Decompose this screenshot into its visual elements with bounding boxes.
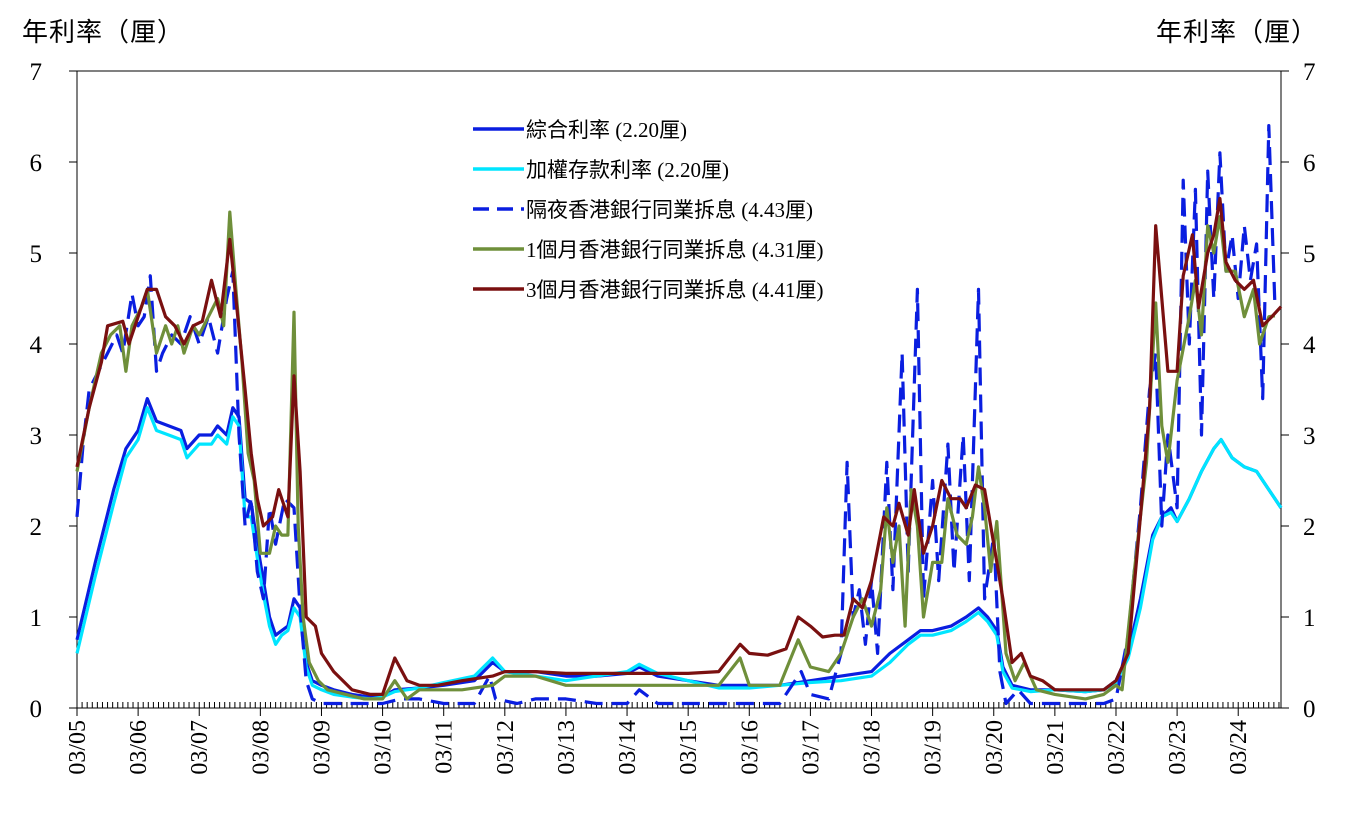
series-line-4: [75, 196, 1283, 696]
x-tick-label: 03/15: [676, 720, 702, 775]
x-tick-label: 03/06: [126, 720, 152, 775]
x-tick-label: 03/09: [309, 720, 335, 775]
y-tick-label-left: 0: [30, 696, 43, 723]
legend-label: 隔夜香港銀行同業拆息 (4.43厘): [526, 198, 813, 222]
x-tick-label: 03/19: [921, 720, 947, 775]
y-tick-label-right: 7: [1303, 59, 1316, 86]
x-tick-label: 03/11: [432, 720, 458, 774]
x-tick-label: 03/05: [65, 720, 91, 775]
x-tick-label: 03/16: [737, 720, 763, 775]
x-tick-label: 03/24: [1226, 720, 1252, 775]
x-tick-label: 03/07: [187, 720, 213, 775]
y-tick-label-right: 4: [1303, 332, 1316, 359]
y-tick-label-right: 5: [1303, 241, 1316, 268]
y-tick-label-left: 5: [30, 241, 43, 268]
x-tick-label: 03/18: [860, 720, 886, 775]
y-tick-label-right: 2: [1303, 514, 1316, 541]
legend-label: 綜合利率 (2.20厘): [526, 118, 687, 142]
x-tick-label: 03/12: [493, 720, 519, 775]
x-tick-label: 03/08: [248, 720, 274, 775]
series-line-0: [75, 397, 1283, 699]
y-tick-label-left: 6: [30, 150, 43, 177]
y-tick-label-right: 0: [1303, 696, 1316, 723]
y-axis-title-left: 年利率（厘）: [22, 18, 185, 48]
series-line-1: [75, 406, 1283, 701]
x-tick-label: 03/14: [615, 720, 641, 775]
x-tick-label: 03/22: [1104, 720, 1130, 775]
y-tick-label-left: 1: [30, 605, 43, 632]
legend-label: 加權存款利率 (2.20厘): [526, 158, 729, 182]
y-tick-label-left: 2: [30, 514, 43, 541]
x-tick-label: 03/21: [1043, 720, 1069, 775]
series-line-2: [75, 124, 1277, 706]
x-tick-label: 03/23: [1165, 720, 1191, 775]
y-tick-label-left: 7: [30, 59, 43, 86]
x-tick-label: 03/13: [554, 720, 580, 775]
x-tick-label: 03/20: [982, 720, 1008, 775]
y-tick-label-right: 6: [1303, 150, 1316, 177]
y-tick-label-right: 3: [1303, 423, 1316, 450]
y-tick-label-left: 4: [30, 332, 43, 359]
legend-label: 3個月香港銀行同業拆息 (4.41厘): [526, 278, 824, 302]
legend-label: 1個月香港銀行同業拆息 (4.31厘): [526, 238, 824, 262]
x-tick-label: 03/10: [371, 720, 397, 775]
x-tick-label: 03/17: [798, 720, 824, 775]
y-tick-label-right: 1: [1303, 605, 1316, 632]
y-tick-label-left: 3: [30, 423, 43, 450]
plot-frame: [76, 70, 1282, 709]
y-axis-title-right: 年利率（厘）: [1155, 18, 1318, 48]
